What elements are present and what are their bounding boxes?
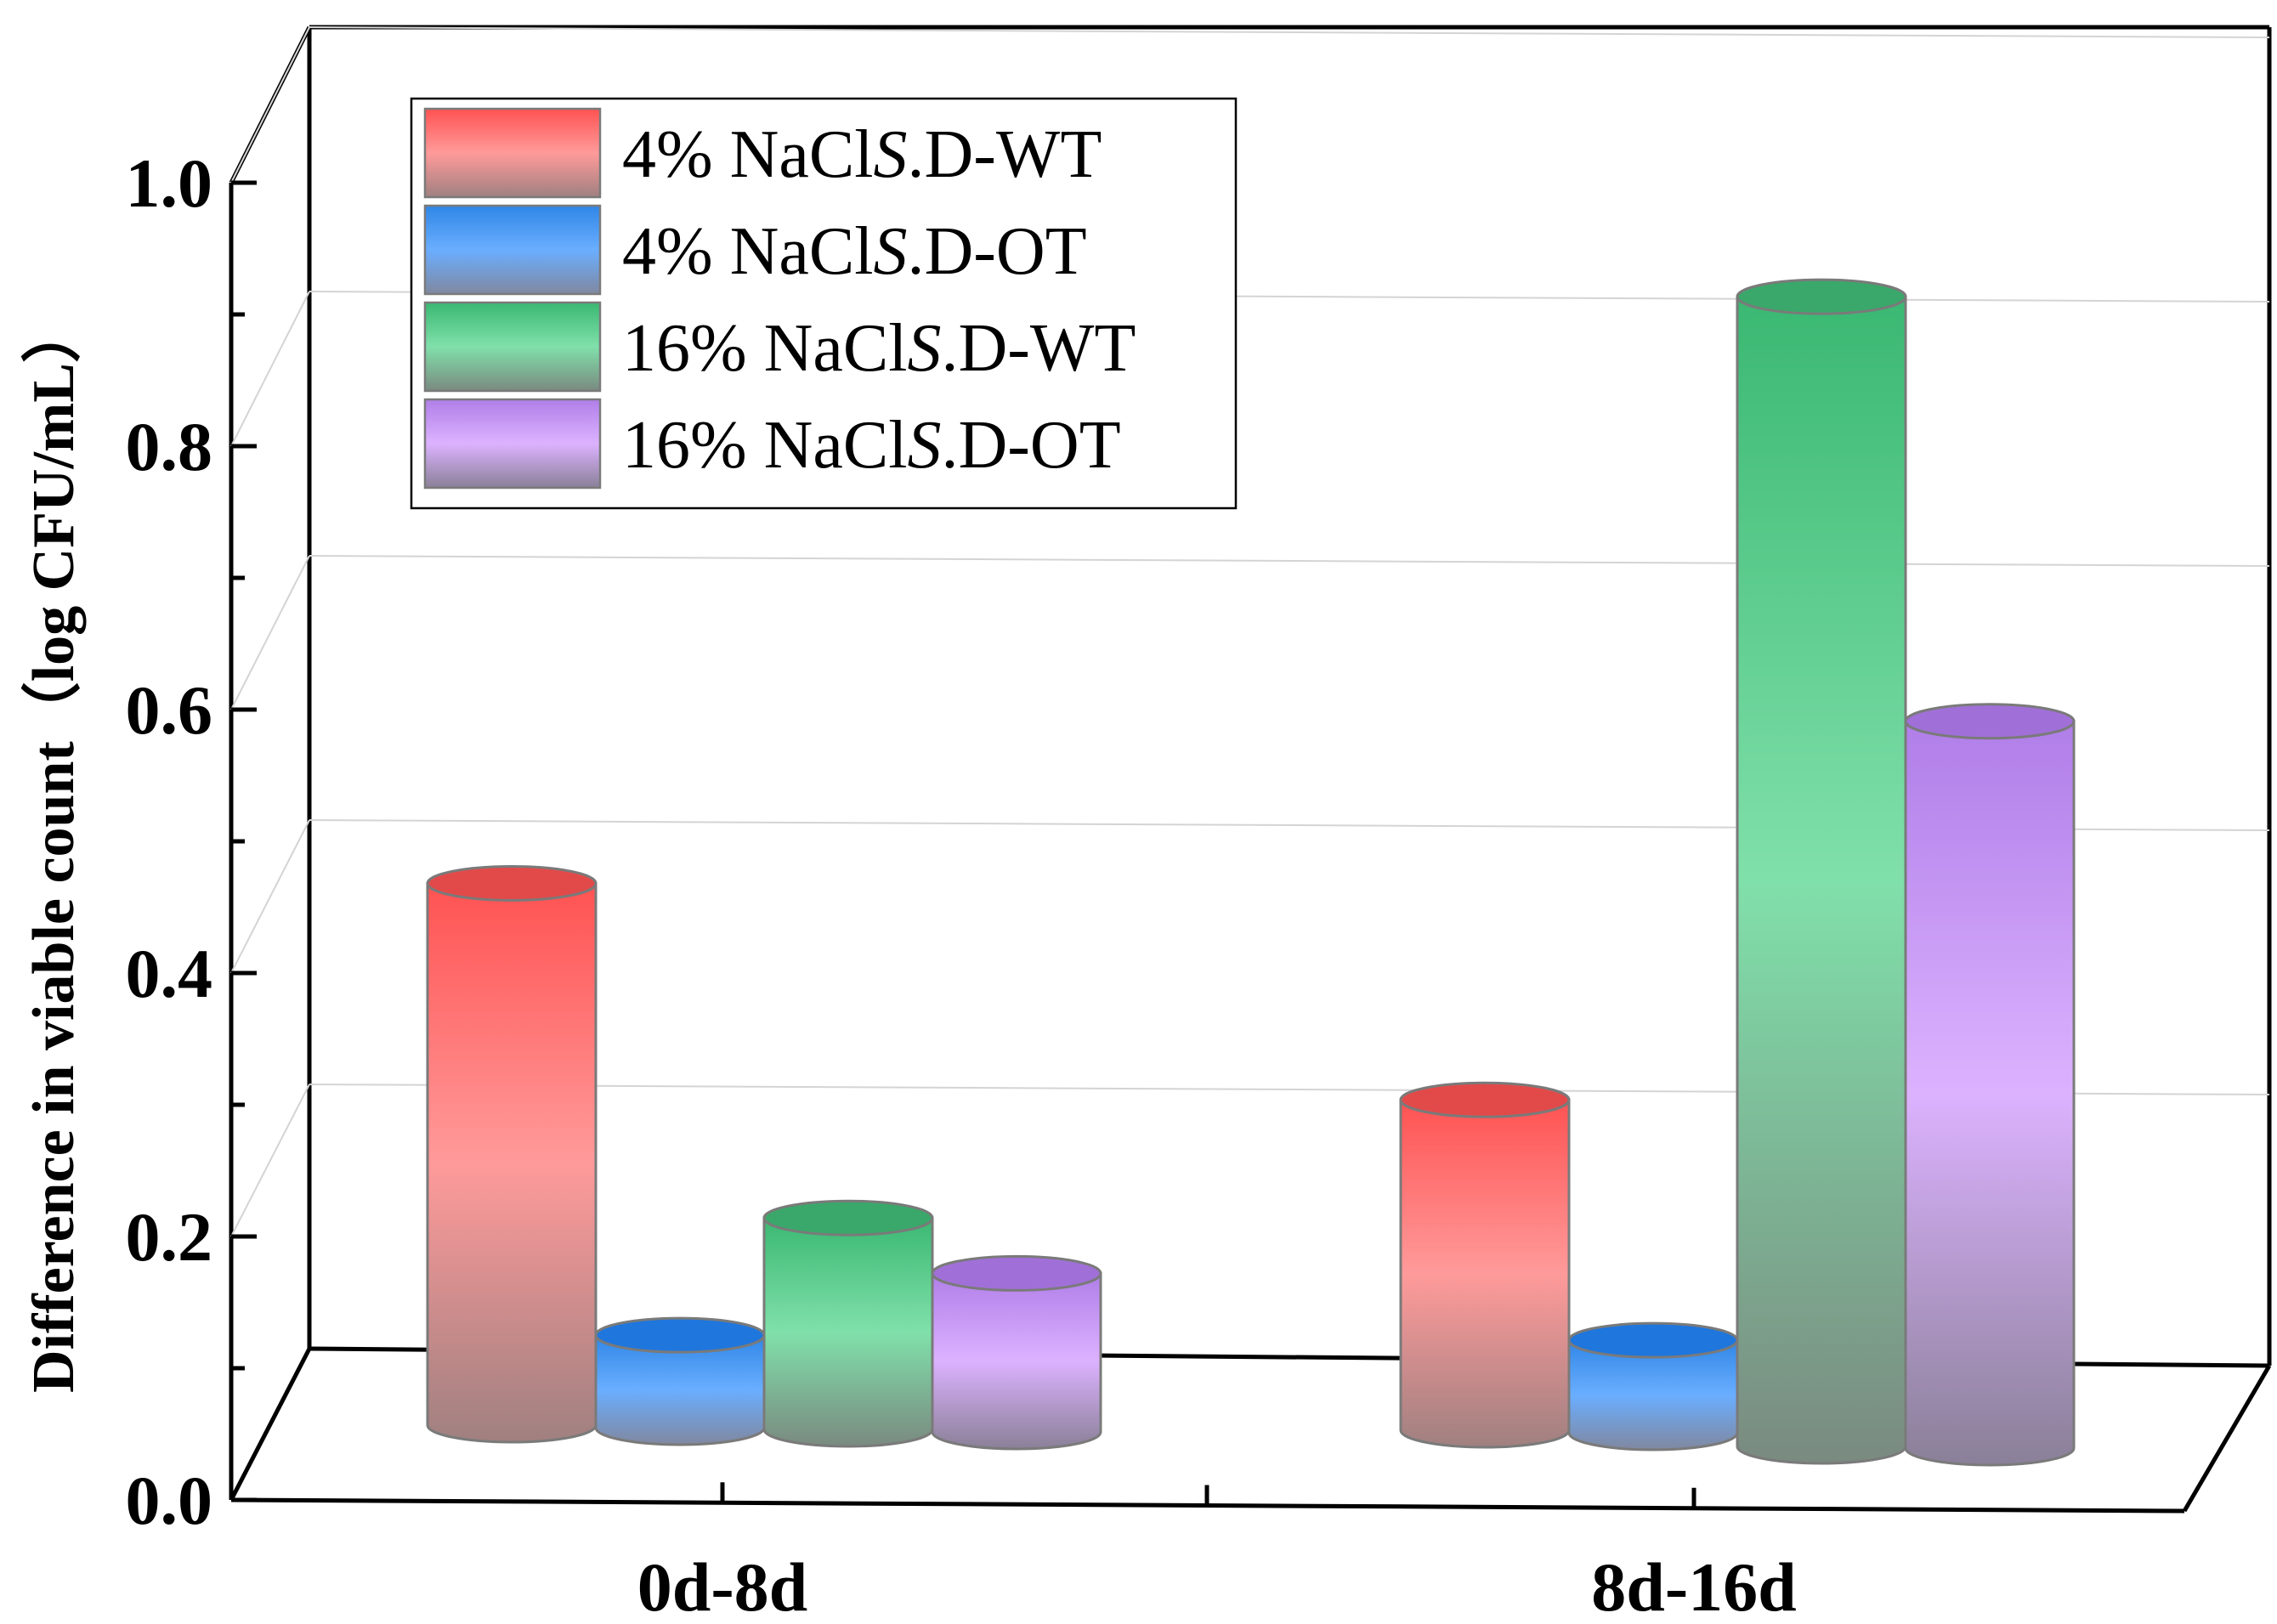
floor-right-depth-edge bbox=[2182, 1364, 2272, 1513]
legend-label-prefix: 4% NaCl bbox=[622, 117, 874, 192]
legend-label: 4% NaClS.D-OT bbox=[622, 214, 1087, 289]
bar-cap bbox=[1736, 278, 1907, 315]
bar-1-0d-8d bbox=[426, 864, 598, 1444]
grid-line-side bbox=[230, 26, 310, 184]
bar-4-8d-16d bbox=[1904, 703, 2076, 1467]
bar-body bbox=[762, 1216, 934, 1448]
legend-swatch bbox=[423, 204, 602, 296]
legend-label-suffix: .D-OT bbox=[908, 214, 1087, 289]
legend-label-italic: S bbox=[874, 117, 908, 192]
legend-label-suffix: .D-WT bbox=[908, 117, 1102, 192]
bar-cap bbox=[1399, 1081, 1571, 1118]
bar-cap bbox=[931, 1254, 1102, 1292]
bar-body bbox=[1399, 1098, 1571, 1449]
bar-cap bbox=[1567, 1321, 1739, 1359]
x-tick-label: 0d-8d bbox=[637, 1548, 808, 1624]
legend-swatch bbox=[423, 107, 602, 199]
grid-line-side bbox=[230, 291, 310, 447]
bar-1-8d-16d bbox=[1399, 1081, 1571, 1449]
bar-2-0d-8d bbox=[594, 1316, 766, 1446]
legend-item-4: 16% NaClS.D-OT bbox=[423, 398, 1121, 489]
bars bbox=[426, 278, 2076, 1467]
x-tick-label: 8d-16d bbox=[1591, 1548, 1797, 1624]
bar-cap bbox=[1904, 703, 2076, 740]
bar-3-0d-8d bbox=[762, 1199, 934, 1448]
legend-label-suffix: .D-OT bbox=[942, 408, 1121, 483]
y-tick-label: 0.2 bbox=[126, 1198, 213, 1276]
bar-4-0d-8d bbox=[931, 1254, 1102, 1451]
bar-body bbox=[1904, 720, 2076, 1467]
legend-label-prefix: 16% NaCl bbox=[622, 408, 908, 483]
bar-body bbox=[426, 881, 598, 1444]
grid-line-back bbox=[309, 555, 2270, 567]
bar-3-8d-16d bbox=[1736, 278, 1907, 1465]
bar-2-8d-16d bbox=[1567, 1321, 1739, 1451]
legend-label: 16% NaClS.D-OT bbox=[622, 408, 1121, 483]
y-tick-label: 0.8 bbox=[126, 408, 213, 485]
x-axis-labels: 0d-8d 8d-16d bbox=[637, 1548, 1797, 1624]
bar-cap bbox=[594, 1316, 766, 1354]
grid-line-back bbox=[309, 26, 2270, 38]
legend-label-italic: S bbox=[908, 408, 942, 483]
legend-item-1: 4% NaClS.D-WT bbox=[423, 107, 1102, 199]
bar-body bbox=[1736, 295, 1907, 1465]
bar-body bbox=[1567, 1338, 1739, 1451]
legend-label: 16% NaClS.D-WT bbox=[622, 311, 1136, 386]
y-axis-title: Difference in viable count（log CFU/mL） bbox=[20, 303, 87, 1393]
legend-item-3: 16% NaClS.D-WT bbox=[423, 301, 1136, 393]
bar-body bbox=[931, 1271, 1102, 1451]
legend-label-italic: S bbox=[908, 311, 942, 386]
legend-item-2: 4% NaClS.D-OT bbox=[423, 204, 1087, 296]
bar-cap bbox=[426, 864, 598, 902]
legend-label-prefix: 4% NaCl bbox=[622, 214, 874, 289]
grid-line-side bbox=[230, 819, 310, 974]
x-axis-line bbox=[230, 1497, 2185, 1514]
floor-left-depth-edge bbox=[229, 1347, 312, 1502]
y-tick-label: 0.0 bbox=[126, 1462, 213, 1539]
bar-cap bbox=[762, 1199, 934, 1236]
legend-label-prefix: 16% NaCl bbox=[622, 311, 908, 386]
y-axis-ticks: 0.0 0.2 0.4 0.6 0.8 1.0 bbox=[126, 144, 1696, 1539]
grid-line-side bbox=[230, 1084, 310, 1237]
legend-swatch bbox=[423, 398, 602, 489]
legend-swatch bbox=[423, 301, 602, 393]
y-tick-label: 1.0 bbox=[126, 144, 213, 222]
legend-label: 4% NaClS.D-WT bbox=[622, 117, 1102, 192]
bar-body bbox=[594, 1333, 766, 1446]
y-tick-label: 0.4 bbox=[126, 935, 213, 1012]
legend-label-italic: S bbox=[874, 214, 908, 289]
legend-label-suffix: .D-WT bbox=[942, 311, 1136, 386]
grid-line-side bbox=[230, 555, 310, 710]
y-tick-label: 0.6 bbox=[126, 671, 213, 749]
